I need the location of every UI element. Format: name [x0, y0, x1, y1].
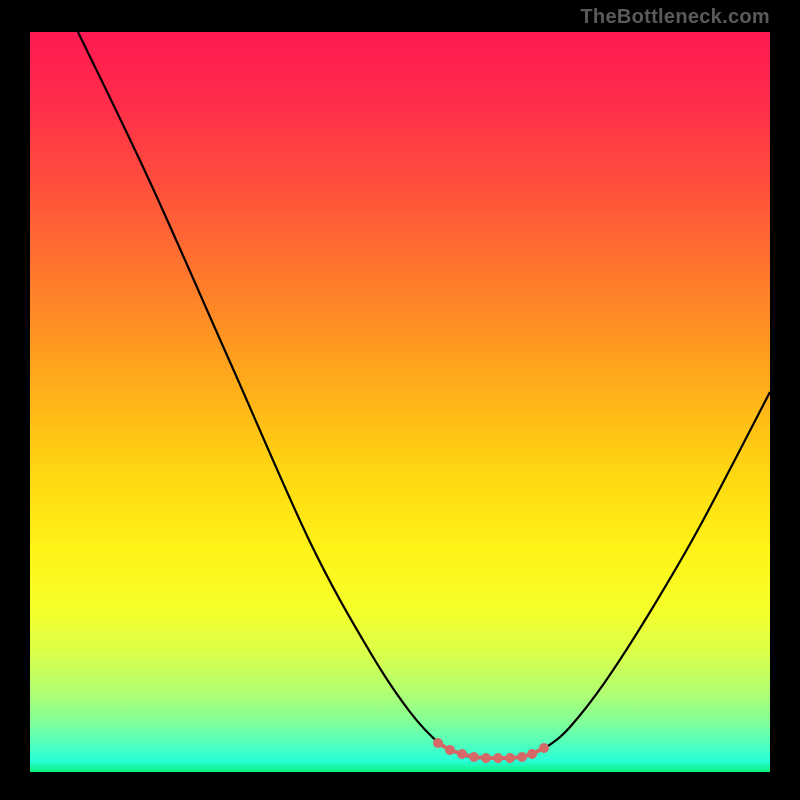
curve-layer [30, 32, 770, 772]
bottleneck-chart [30, 32, 770, 772]
watermark: TheBottleneck.com [580, 6, 770, 29]
bottleneck-curve [78, 32, 770, 758]
